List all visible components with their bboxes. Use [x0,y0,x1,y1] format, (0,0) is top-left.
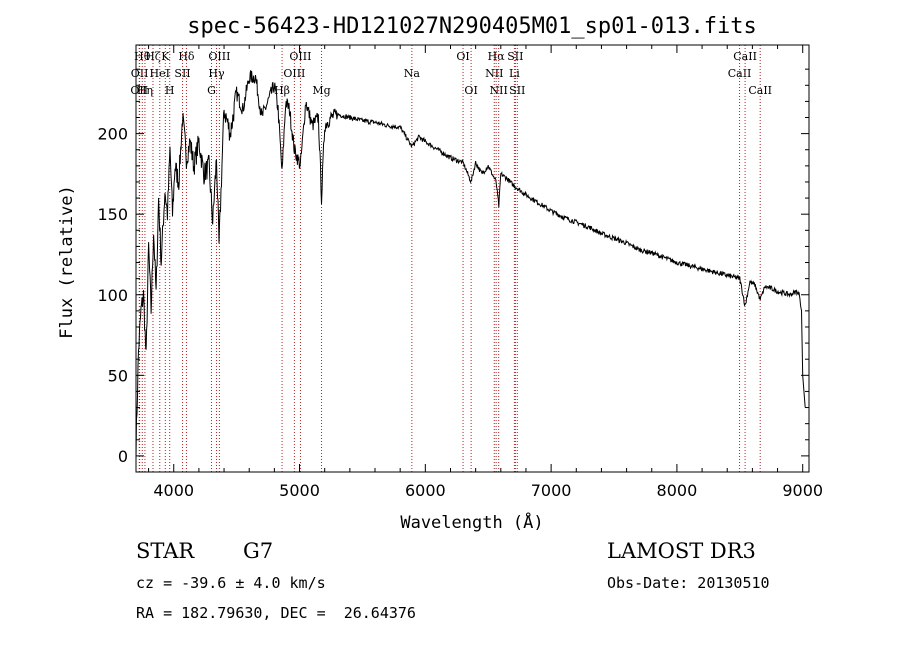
line-marker-label: SII [509,84,525,97]
y-axis-label: Flux (relative) [57,185,77,339]
line-marker-label: CaII [748,84,772,97]
chart-title: spec-56423-HD121027N290405M01_sp01-013.f… [187,14,757,39]
line-marker-label: Hβ [274,84,290,97]
line-marker-label: OI [456,50,469,63]
coordinates: RA = 182.79630, DEC = 26.64376 [136,604,416,622]
survey-name: LAMOST DR3 [607,539,756,563]
line-marker-label: CaII [733,50,757,63]
y-tick-label: 100 [97,286,128,305]
plot-frame [135,44,810,473]
line-marker-label: OIII [208,50,230,63]
line-marker-label: H [165,84,175,97]
line-marker-label: Hγ [208,67,225,80]
line-marker-label: CaII [728,67,752,80]
x-tick-label: 7000 [531,481,572,500]
line-marker-label: SII [507,50,523,63]
line-marker-label: Hδ [178,50,195,63]
spectral-line-markers: OIIOIIHθHηHζHeIKHSIIHδGHγOIIIHβOIIIOIIIM… [130,45,772,472]
x-tick-label: 8000 [657,481,698,500]
object-class: STAR [136,539,195,563]
line-marker-label: Hη [137,84,153,97]
line-marker-label: Na [404,67,421,80]
line-marker-label: OIII [289,50,311,63]
x-tick-label: 5000 [279,481,320,500]
x-tick-label: 9000 [782,481,823,500]
y-tick-label: 50 [108,366,128,385]
line-marker-label: OIII [283,67,305,80]
spectrum-series-flux [135,70,806,460]
line-marker-label: Li [509,67,520,80]
y-tick-label: 0 [118,447,128,466]
line-marker-label: Hα [488,50,506,63]
line-marker-label: Hθ [134,50,151,63]
observation-date: Obs-Date: 20130510 [607,574,770,592]
line-marker-label: NII [490,84,508,97]
x-tick-label: 6000 [405,481,446,500]
line-marker-label: NII [485,67,503,80]
y-tick-label: 150 [97,205,128,224]
object-subclass: G7 [243,539,274,563]
y-axis: 0 50 100 150 200 [97,68,809,466]
x-axis: 4000 5000 6000 7000 8000 9000 [148,45,823,500]
line-marker-label: K [161,50,170,63]
redshift-cz: cz = -39.6 ± 4.0 km/s [136,574,326,592]
line-marker-label: SII [174,67,190,80]
x-axis-label: Wavelength (Å) [400,511,543,533]
line-marker-label: Mg [312,84,330,97]
line-marker-label: OI [464,84,477,97]
y-tick-label: 200 [97,125,128,144]
line-marker-label: Hζ [145,50,161,63]
line-marker-label: G [207,84,216,97]
line-marker-label: OII [131,67,149,80]
x-tick-label: 4000 [153,481,194,500]
line-marker-label: HeI [150,67,170,80]
